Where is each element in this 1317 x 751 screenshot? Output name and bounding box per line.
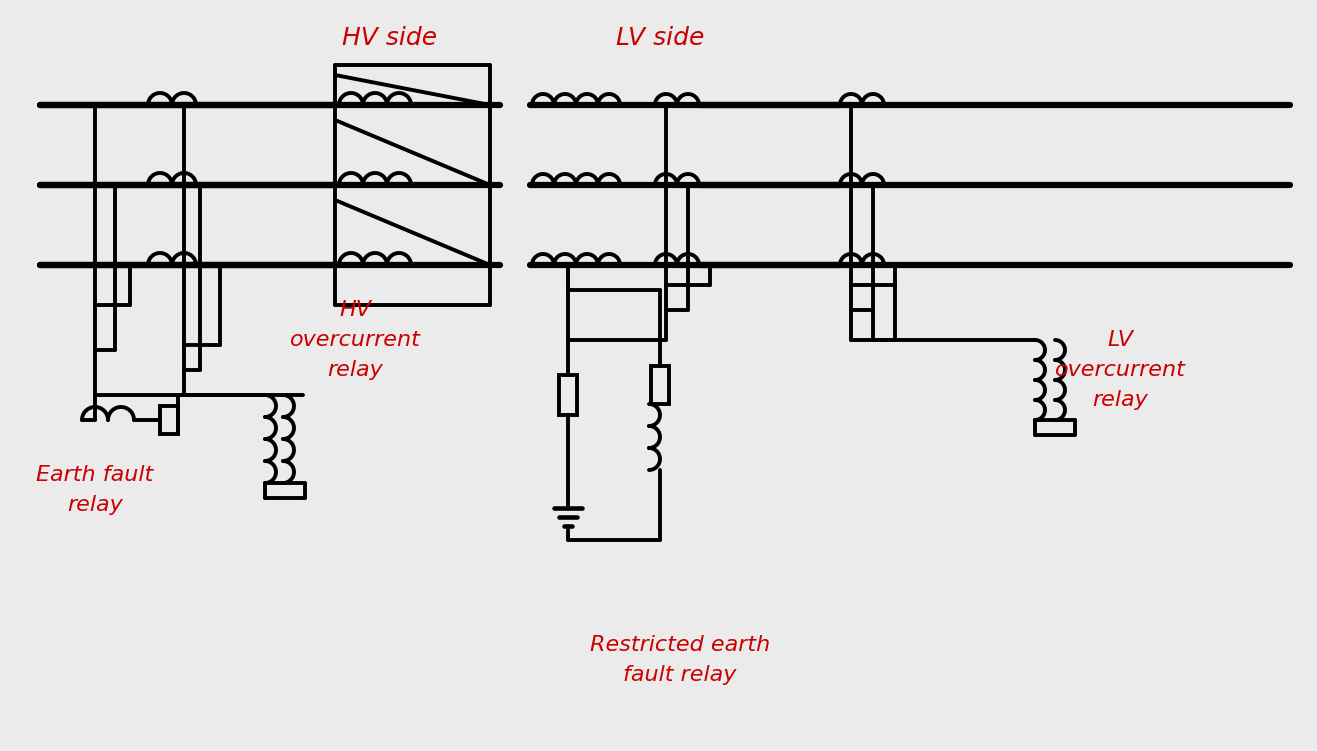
Text: HV
overcurrent
relay: HV overcurrent relay	[290, 300, 420, 379]
Text: HV side: HV side	[342, 26, 437, 50]
Text: LV
overcurrent
relay: LV overcurrent relay	[1055, 330, 1185, 409]
Text: Restricted earth
fault relay: Restricted earth fault relay	[590, 635, 770, 685]
Bar	[558, 375, 577, 415]
Text: LV side: LV side	[616, 26, 705, 50]
Bar	[651, 366, 669, 404]
Text: Earth fault
relay: Earth fault relay	[37, 465, 154, 514]
Bar	[159, 406, 178, 434]
